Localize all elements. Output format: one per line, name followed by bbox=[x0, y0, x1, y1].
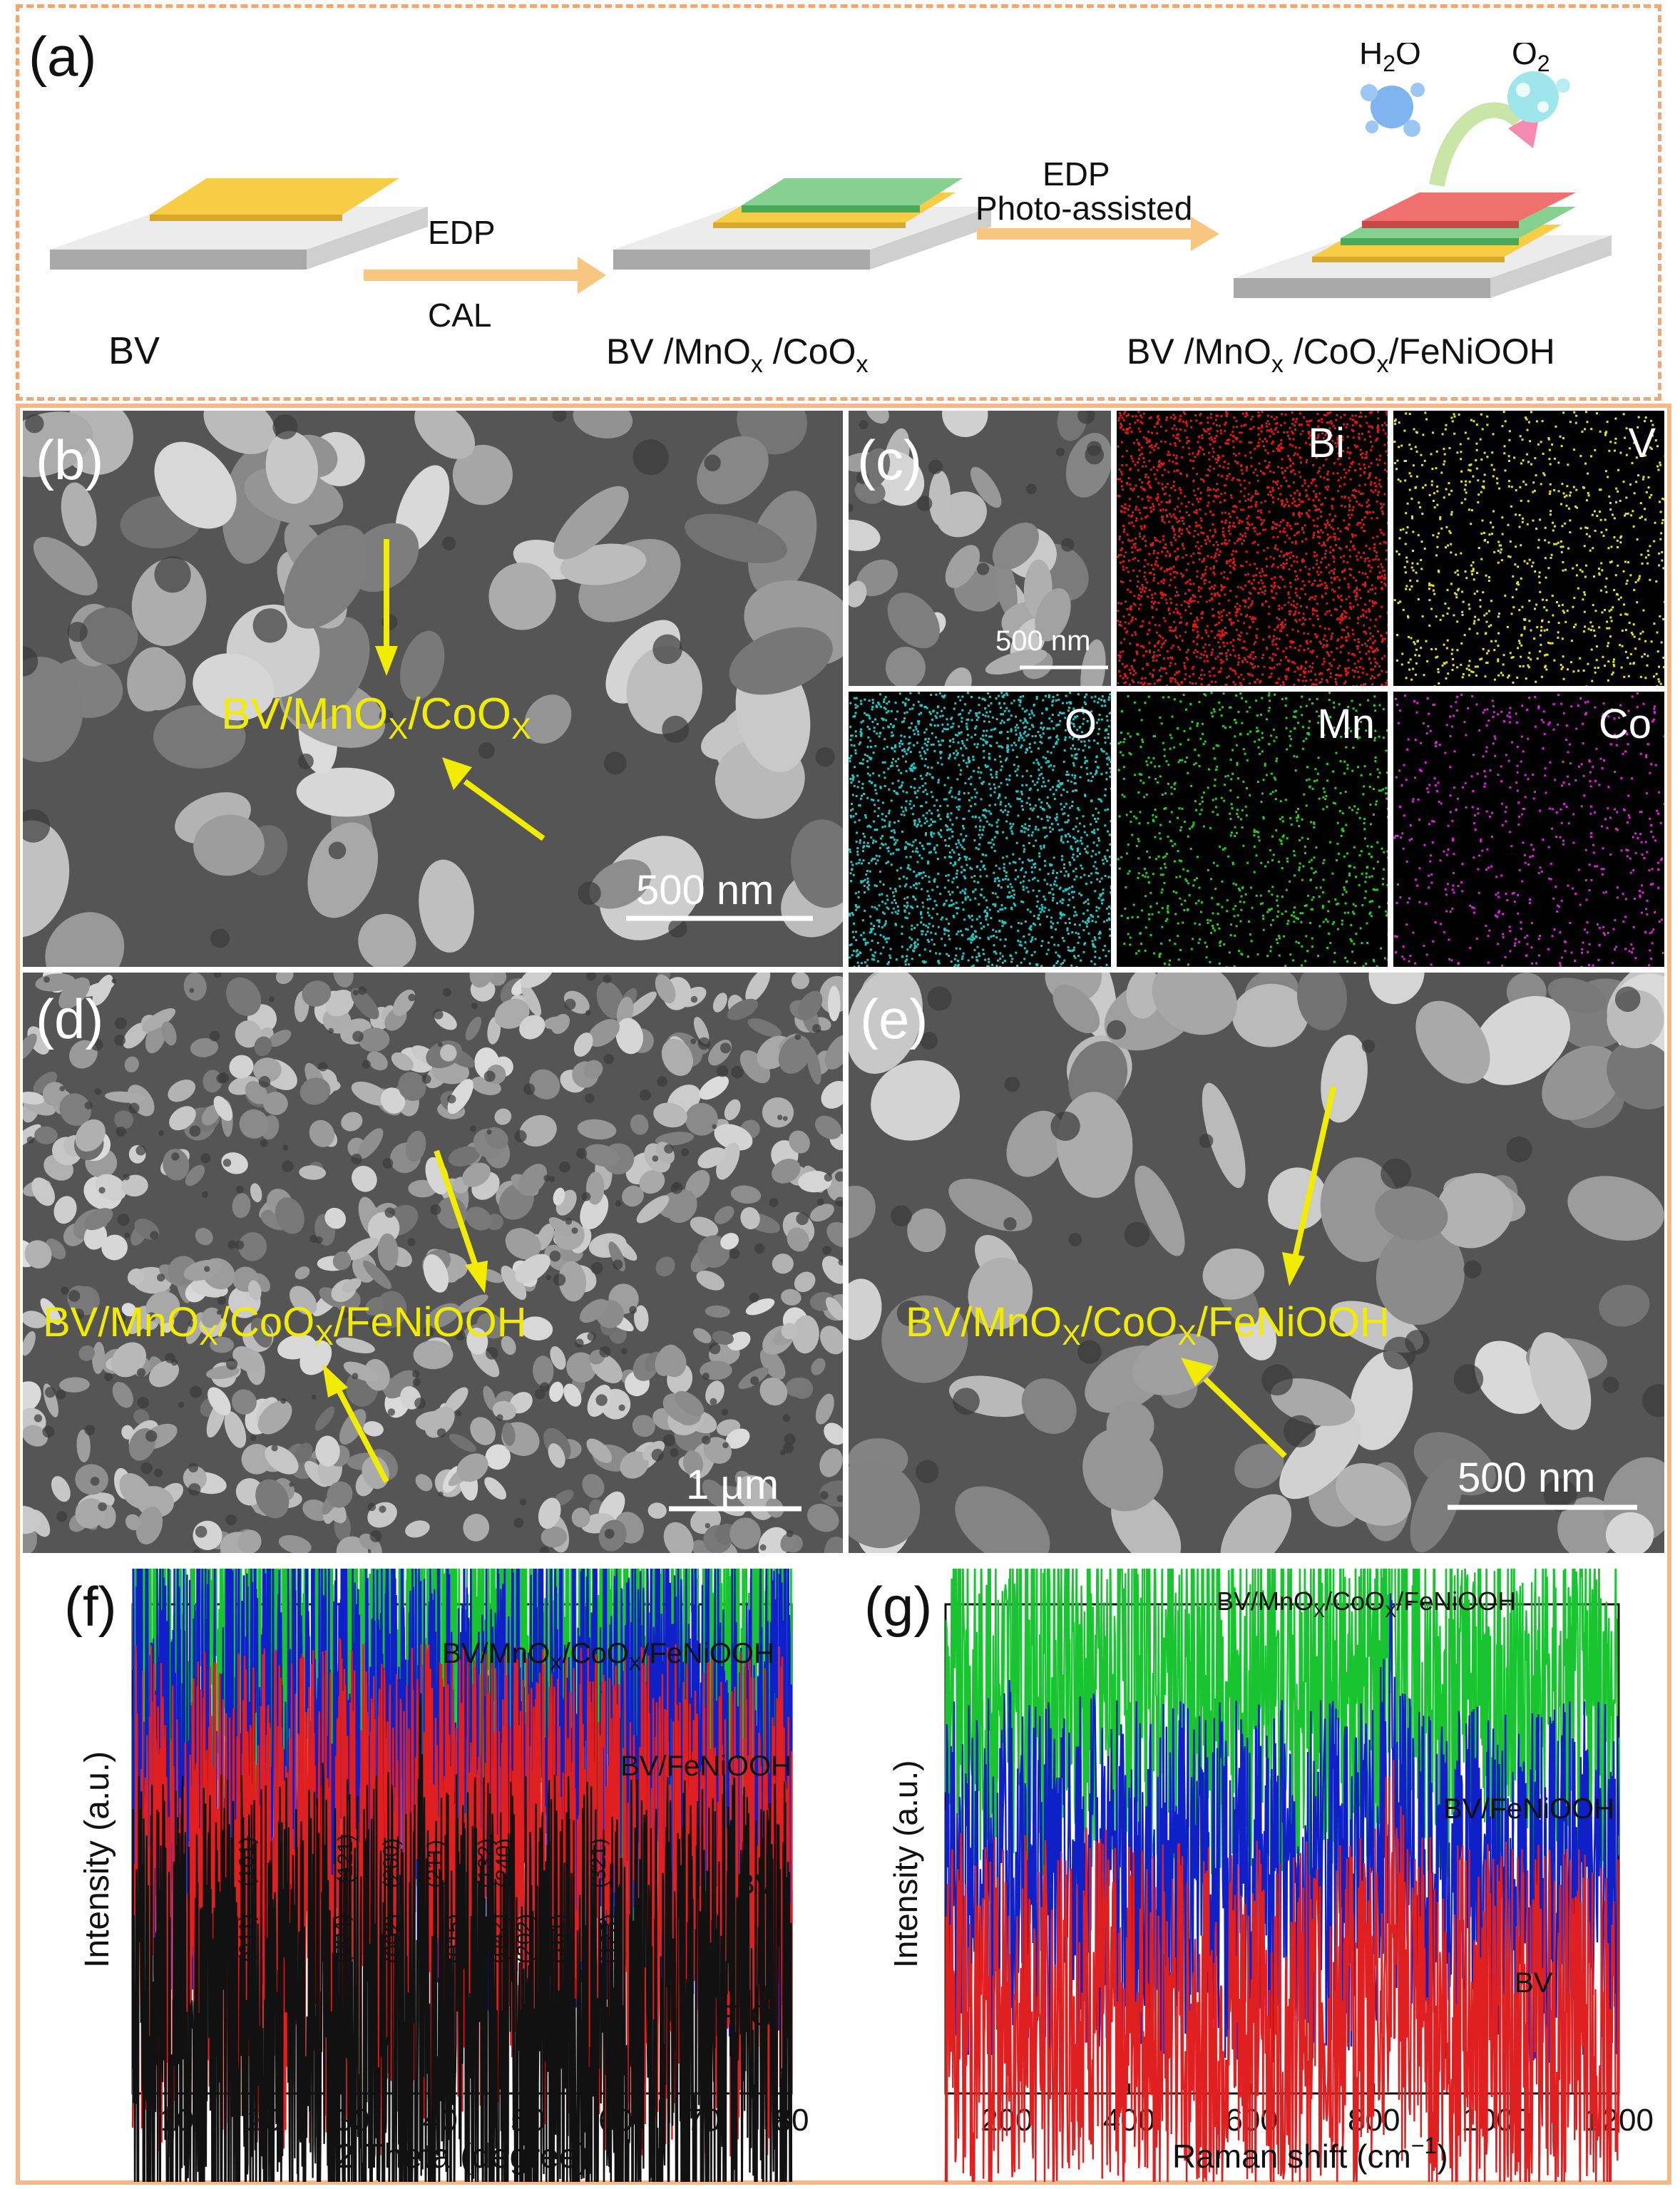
eds-map-mn: Mn bbox=[1117, 692, 1388, 967]
panel-e-label: (e) bbox=[860, 988, 928, 1050]
bv-stack bbox=[50, 178, 428, 270]
hkl-label: (132) bbox=[474, 1838, 498, 1888]
step2-bottom-label: Photo-assisted bbox=[975, 190, 1192, 227]
panel-b-texture bbox=[23, 411, 843, 967]
step2-top-label: EDP bbox=[1043, 155, 1110, 193]
svg-text:500 nm: 500 nm bbox=[636, 867, 774, 913]
xrd-series bbox=[131, 1569, 793, 2182]
eds-map-o: O bbox=[849, 692, 1111, 967]
panel-g-label: (g) bbox=[864, 1575, 933, 1638]
hkl-label: (123) bbox=[598, 1914, 621, 1964]
hkl-label: (004) bbox=[330, 1914, 354, 1964]
eds-label-o: O bbox=[1064, 701, 1097, 747]
xrd-hkl-labels: (101) (121) (200) (211) (132)(240) (321) (011)… bbox=[235, 1834, 621, 1964]
svg-text:BV/MnOX/CoOX: BV/MnOX/CoOX bbox=[221, 689, 531, 745]
hkl-label: (211) bbox=[424, 1840, 447, 1888]
eds-label-v: V bbox=[1628, 420, 1656, 466]
panel-d-sem-image: (d) BV/MnOX/CoOX/FeNiOOH 1 μm bbox=[23, 973, 843, 1553]
h2o-label: H2O bbox=[1359, 43, 1421, 76]
hkl-label: (121) bbox=[334, 1834, 357, 1884]
eds-map-co: Co bbox=[1393, 692, 1664, 967]
hkl-label: (011) bbox=[235, 1914, 259, 1962]
eds-map-v: V bbox=[1393, 411, 1664, 686]
hkl-label: (015) bbox=[443, 1914, 466, 1964]
panel-c-scalebar: 500 nm bbox=[995, 625, 1108, 670]
reaction-arrow bbox=[1429, 102, 1525, 187]
hkl-label: (202) bbox=[513, 1914, 536, 1964]
raman-y-axis-label: Intensity (a.u.) bbox=[887, 1760, 924, 1968]
xrd-series-label: BV/FeNiOOH bbox=[620, 1750, 792, 1782]
xrd-chart: 10 20 30 40 50 60 70 80 BV/MnOX/CoOX/FeNiOOHBV/… bbox=[78, 1569, 809, 2182]
series-line bbox=[131, 1693, 793, 2182]
eds-label-co: Co bbox=[1598, 701, 1651, 747]
panel-c-label: (c) bbox=[857, 429, 922, 491]
panel-e-texture bbox=[849, 973, 1664, 1553]
svg-text:500 nm: 500 nm bbox=[995, 625, 1090, 657]
hkl-label: (161) bbox=[546, 1914, 570, 1964]
panel-b-label: (b) bbox=[36, 429, 104, 491]
stage-bv-mnox-coox-label: BV /MnOx /CoOx bbox=[606, 332, 868, 378]
series-line bbox=[944, 1760, 1620, 2182]
panel-f-label: (f) bbox=[64, 1575, 117, 1638]
panel-d-label: (d) bbox=[36, 988, 104, 1050]
panel-c-texture bbox=[849, 411, 1111, 686]
step1-arrow bbox=[364, 257, 606, 294]
step1-bottom-label: CAL bbox=[428, 297, 491, 334]
panel-b-sem-image: (b) BV/MnOX/CoOX 500 nm bbox=[23, 411, 843, 967]
step1-top-label: EDP bbox=[428, 214, 496, 251]
panel-a-frame bbox=[16, 4, 1661, 401]
bv-mnox-coox-feniooh-stack bbox=[1234, 193, 1612, 298]
raman-x-axis-label: Raman shift (cm−1) bbox=[1172, 2133, 1448, 2175]
xrd-series-label: BV/MnOX/CoOX/FeNiOOH bbox=[442, 1638, 774, 1674]
raman-series-label: BV/FeNiOOH bbox=[1443, 1793, 1614, 1825]
eds-label-mn: Mn bbox=[1317, 701, 1375, 747]
hkl-label: (200) bbox=[379, 1838, 403, 1888]
xrd-x-axis-label: 2 Theta (degree) bbox=[335, 2138, 590, 2175]
raman-series bbox=[944, 1569, 1620, 2182]
panel-d-texture bbox=[23, 973, 843, 1553]
stage-bv-mnox-coox-feniooh-label: BV /MnOx /CoOx/FeNiOOH bbox=[1127, 332, 1555, 378]
hkl-label: (002) bbox=[381, 1914, 405, 1964]
o2-label: O2 bbox=[1512, 43, 1550, 76]
hkl-label: (101) bbox=[235, 1837, 259, 1887]
oxygen-bubbles-icon bbox=[1507, 71, 1570, 123]
hkl-label: (240) bbox=[492, 1838, 516, 1888]
xrd-y-axis-label: Intensity (a.u.) bbox=[78, 1751, 116, 1968]
panel-c-sem-image: (c) 500 nm bbox=[849, 411, 1111, 686]
panel-a-schematic: BV EDP CAL BV /MnOx /CoOx EDP Photo-assi… bbox=[50, 43, 1612, 378]
raman-series-label: BV/MnOX/CoOX/FeNiOOH bbox=[1217, 1586, 1516, 1621]
step2-arrow bbox=[977, 217, 1219, 251]
panel-e-sem-image: (e) BV/MnOX/CoOX/FeNiOOH 500 nm bbox=[849, 973, 1664, 1553]
panel-a-label: (a) bbox=[29, 25, 97, 88]
xrd-series-label: BV bbox=[736, 1869, 774, 1900]
eds-label-bi: Bi bbox=[1308, 420, 1345, 466]
raman-chart: 200 400 600 800 1000 1200 BV/MnOX/CoOX/FeNiOO… bbox=[887, 1569, 1654, 2182]
eds-map-bi: Bi bbox=[1117, 411, 1388, 686]
xrd-series-label: FTO bbox=[716, 2000, 772, 2031]
series-line bbox=[944, 1569, 1620, 1880]
panel-b-annotation: BV/MnOX/CoOX 500 nm bbox=[221, 539, 813, 921]
panel-d-annotation: BV/MnOX/CoOX/FeNiOOH 1 μm bbox=[43, 1149, 801, 1512]
panel-e-annotation: BV/MnOX/CoOX/FeNiOOH 500 nm bbox=[906, 1086, 1637, 1510]
series-line bbox=[131, 1569, 793, 2038]
hkl-label: (321) bbox=[587, 1838, 610, 1888]
stage-bv-label: BV bbox=[108, 329, 160, 372]
raman-series-label: BV bbox=[1515, 1967, 1553, 1999]
xrd-series-labels: BV/MnOX/CoOX/FeNiOOH BV/FeNiOOH BV FTO bbox=[442, 1638, 792, 2031]
panels-b-g-frame bbox=[16, 404, 1671, 2185]
hkl-label: (042) bbox=[487, 1914, 511, 1964]
water-splash-icon bbox=[1361, 83, 1425, 137]
bv-mnox-coox-stack bbox=[613, 178, 991, 270]
raman-series-labels: BV/MnOX/CoOX/FeNiOOH BV/FeNiOOH BV bbox=[1217, 1586, 1614, 1999]
